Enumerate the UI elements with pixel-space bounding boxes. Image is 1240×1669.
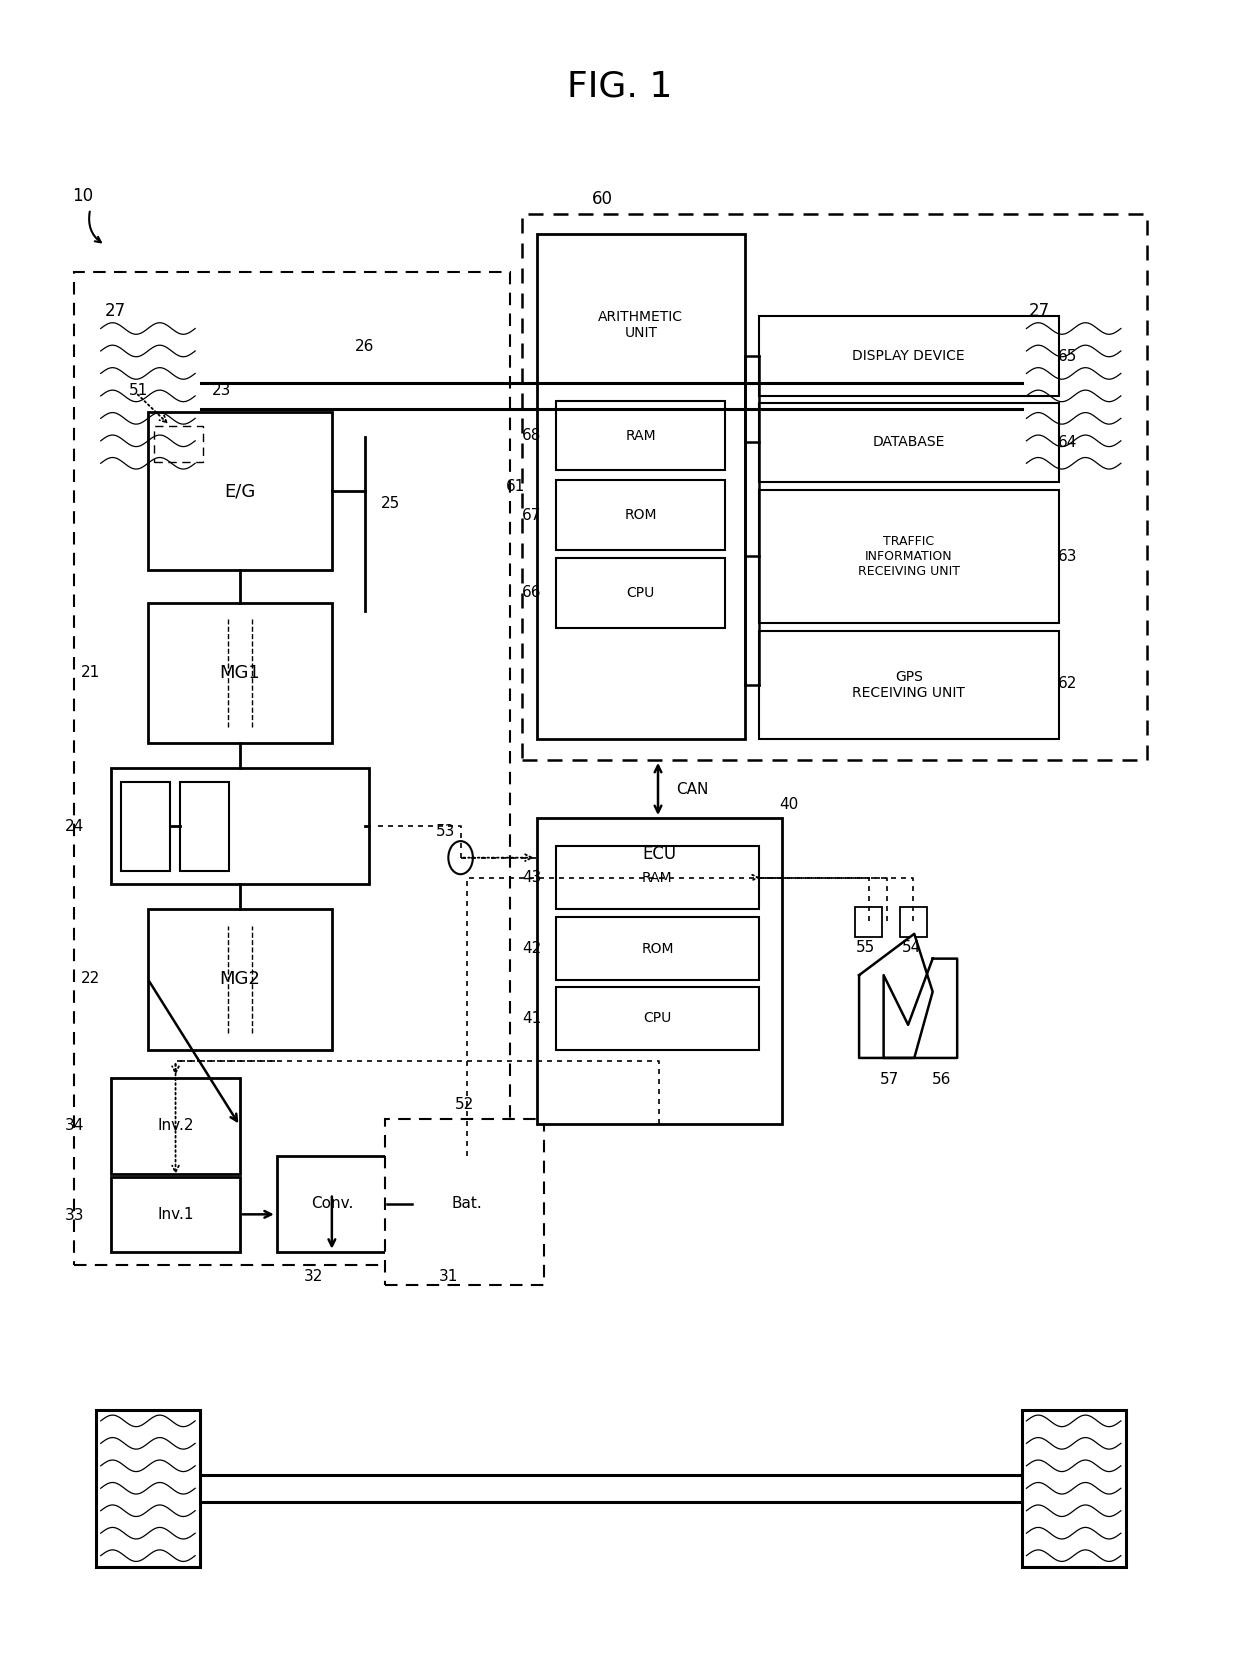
Text: Bat.: Bat. — [451, 1197, 482, 1212]
Text: 26: 26 — [356, 339, 374, 354]
Text: 21: 21 — [81, 664, 100, 679]
Bar — [557, 986, 759, 1050]
Text: 42: 42 — [522, 941, 542, 956]
Text: CPU: CPU — [626, 586, 655, 599]
Text: 60: 60 — [593, 190, 614, 209]
Bar — [148, 910, 332, 1050]
Text: 65: 65 — [1058, 349, 1078, 364]
Bar — [557, 481, 725, 549]
Text: 51: 51 — [129, 384, 148, 399]
Bar — [412, 1155, 522, 1252]
Text: ECU: ECU — [642, 846, 676, 863]
Text: 52: 52 — [455, 1097, 474, 1112]
Text: Inv.1: Inv.1 — [157, 1207, 193, 1222]
Bar — [112, 1078, 239, 1173]
Text: 64: 64 — [1058, 434, 1078, 449]
Bar — [537, 818, 782, 1125]
Bar — [759, 402, 1059, 482]
Text: 40: 40 — [780, 798, 799, 813]
Bar — [1022, 317, 1126, 474]
Text: 27: 27 — [104, 302, 125, 320]
Bar — [180, 781, 229, 871]
Text: 67: 67 — [522, 507, 542, 522]
Text: 34: 34 — [64, 1118, 84, 1133]
Text: Inv.2: Inv.2 — [157, 1118, 193, 1133]
Bar — [557, 846, 759, 910]
Text: MG2: MG2 — [219, 970, 260, 988]
Bar — [1022, 1410, 1126, 1567]
Bar — [154, 426, 203, 462]
Bar — [759, 491, 1059, 623]
Bar — [557, 557, 725, 628]
Text: 24: 24 — [64, 819, 84, 834]
Bar — [557, 918, 759, 980]
Text: MG1: MG1 — [219, 664, 260, 683]
Text: RAM: RAM — [642, 871, 673, 885]
Text: 41: 41 — [522, 1011, 542, 1026]
Text: CPU: CPU — [644, 1011, 672, 1025]
Text: 10: 10 — [72, 187, 93, 205]
Text: ROM: ROM — [641, 941, 673, 956]
Bar — [112, 1177, 239, 1252]
Text: 66: 66 — [522, 586, 542, 601]
Bar — [759, 317, 1059, 396]
Text: FIG. 1: FIG. 1 — [568, 70, 672, 103]
Polygon shape — [859, 935, 932, 1058]
Bar — [122, 781, 170, 871]
Bar — [148, 603, 332, 743]
Text: 43: 43 — [522, 870, 542, 885]
Bar — [384, 1120, 544, 1285]
Bar — [95, 1410, 200, 1567]
Text: ROM: ROM — [625, 507, 657, 522]
Bar — [95, 317, 200, 474]
Text: 56: 56 — [931, 1071, 951, 1087]
Bar — [112, 768, 368, 885]
Text: GPS
RECEIVING UNIT: GPS RECEIVING UNIT — [852, 669, 965, 699]
Text: 53: 53 — [436, 824, 455, 840]
Text: TRAFFIC
INFORMATION
RECEIVING UNIT: TRAFFIC INFORMATION RECEIVING UNIT — [858, 536, 960, 577]
Text: 57: 57 — [880, 1071, 899, 1087]
Bar — [148, 412, 332, 569]
Bar — [856, 908, 883, 936]
Text: 31: 31 — [439, 1268, 458, 1283]
Text: DISPLAY DEVICE: DISPLAY DEVICE — [852, 349, 965, 364]
Text: 33: 33 — [64, 1208, 84, 1223]
Text: 22: 22 — [81, 971, 100, 986]
Text: 61: 61 — [506, 479, 526, 494]
Text: 25: 25 — [381, 496, 401, 511]
Text: 54: 54 — [903, 940, 921, 955]
Bar — [332, 354, 399, 437]
Polygon shape — [884, 958, 957, 1058]
Text: DATABASE: DATABASE — [873, 436, 945, 449]
Bar — [537, 234, 745, 738]
Text: 27: 27 — [1029, 302, 1050, 320]
Text: Conv.: Conv. — [311, 1197, 353, 1212]
Text: 62: 62 — [1058, 676, 1078, 691]
Text: CAN: CAN — [676, 783, 709, 798]
Bar — [74, 272, 510, 1265]
Bar — [277, 1155, 387, 1252]
Text: 32: 32 — [304, 1268, 324, 1283]
Text: ARITHMETIC
UNIT: ARITHMETIC UNIT — [599, 310, 683, 340]
Bar — [522, 214, 1147, 759]
Text: RAM: RAM — [625, 429, 656, 442]
Text: 68: 68 — [522, 429, 542, 442]
Text: 63: 63 — [1058, 549, 1078, 564]
Text: 23: 23 — [212, 384, 231, 399]
Text: E/G: E/G — [224, 482, 255, 501]
Bar — [557, 401, 725, 471]
Bar — [899, 908, 926, 936]
Bar — [759, 631, 1059, 738]
Text: 55: 55 — [856, 940, 875, 955]
